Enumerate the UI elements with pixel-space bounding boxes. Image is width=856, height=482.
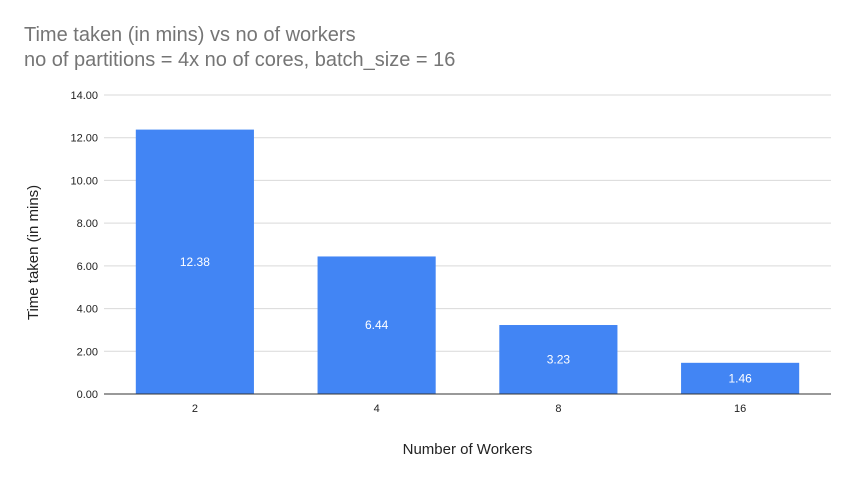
y-tick-label: 2.00 (77, 346, 98, 358)
y-tick-label: 14.00 (70, 90, 98, 102)
y-tick-label: 0.00 (77, 389, 98, 401)
bar (681, 362, 800, 394)
data-label: 12.38 (180, 255, 210, 269)
bar (499, 325, 618, 394)
y-tick-label: 10.00 (70, 175, 98, 187)
data-label: 1.46 (728, 371, 752, 385)
data-labels: 12.38 6.44 3.23 1.46 (180, 255, 752, 386)
x-tick-label: 8 (555, 403, 561, 415)
x-axis-title: Number of Workers (403, 441, 533, 458)
bar (317, 256, 436, 394)
x-axis-ticks: 2 4 8 16 (192, 403, 746, 415)
y-tick-label: 6.00 (77, 261, 98, 273)
bar (135, 129, 254, 394)
chart-title: Time taken (in mins) vs no of workers (24, 24, 356, 46)
chart-subtitle: no of partitions = 4x no of cores, batch… (24, 49, 456, 71)
y-axis-title: Time taken (in mins) (25, 185, 42, 320)
x-tick-label: 16 (734, 403, 746, 415)
y-axis-ticks: 0.00 2.00 4.00 6.00 8.00 10.00 12.00 14.00 (70, 90, 98, 401)
y-tick-label: 4.00 (77, 304, 98, 316)
bars (135, 129, 800, 394)
y-tick-label: 12.00 (70, 133, 98, 145)
x-tick-label: 2 (192, 403, 198, 415)
x-tick-label: 4 (374, 403, 380, 415)
y-tick-label: 8.00 (77, 218, 98, 230)
data-label: 6.44 (365, 318, 389, 332)
data-label: 3.23 (547, 353, 571, 367)
